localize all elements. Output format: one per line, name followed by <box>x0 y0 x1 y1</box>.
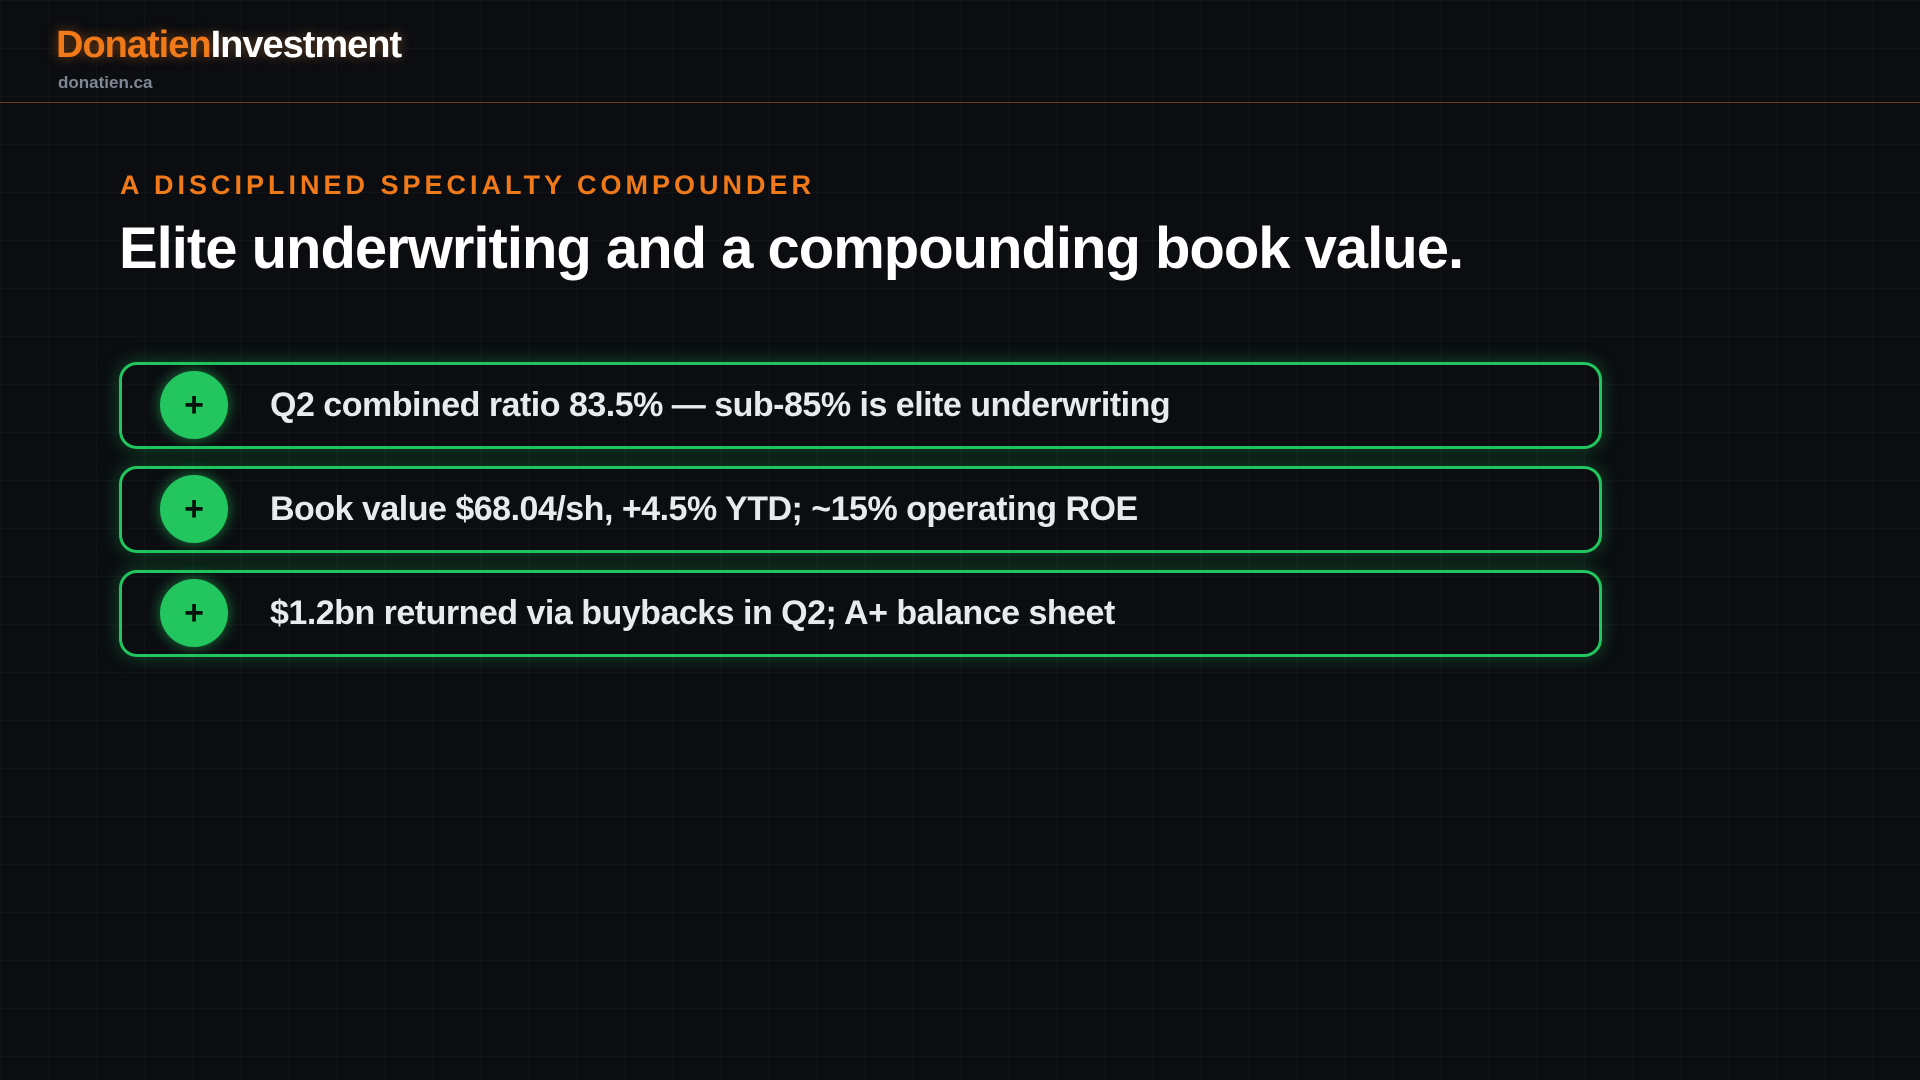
item-icon: + <box>160 579 228 647</box>
header: DonatienInvestment donatien.ca <box>0 0 1920 103</box>
title: Elite underwriting and a compounding boo… <box>119 216 1464 281</box>
kicker: A DISCIPLINED SPECIALTY COMPOUNDER <box>120 170 816 200</box>
item-text: Book value $68.04/sh, +4.5% YTD; ~15% op… <box>270 490 1138 528</box>
item-text: Q2 combined ratio 83.5% — sub-85% is eli… <box>270 386 1171 424</box>
item-icon: + <box>160 371 228 439</box>
item-icon: + <box>160 475 228 543</box>
item-card: + $1.2bn returned via buybacks in Q2; A+ … <box>119 570 1602 657</box>
brand-secondary: Investment <box>210 24 403 66</box>
site: donatien.ca <box>58 73 153 92</box>
brand: DonatienInvestment <box>56 24 403 67</box>
item-card: + Book value $68.04/sh, +4.5% YTD; ~15% o… <box>119 466 1602 553</box>
brand-primary: Donatien <box>56 24 212 66</box>
item-card: + Q2 combined ratio 83.5% — sub-85% is el… <box>119 362 1602 449</box>
item-text: $1.2bn returned via buybacks in Q2; A+ b… <box>270 594 1115 632</box>
